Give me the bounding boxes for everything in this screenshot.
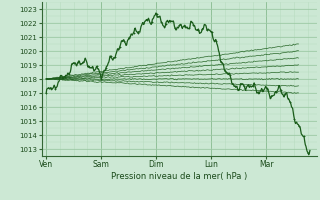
X-axis label: Pression niveau de la mer( hPa ): Pression niveau de la mer( hPa ) [111,172,247,181]
